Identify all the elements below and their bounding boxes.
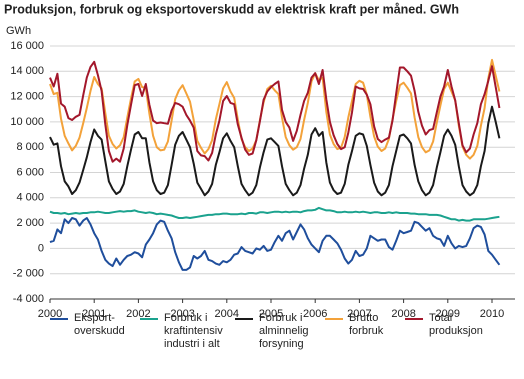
legend-swatch [235, 318, 253, 320]
y-tick-label: -2 000 [13, 268, 44, 280]
x-tick-label: 2004 [215, 308, 239, 320]
legend-swatch [140, 318, 158, 320]
x-tick-label: 2000 [38, 308, 62, 320]
legend-label: Total produksjon [429, 312, 483, 337]
x-tick-label: 2001 [82, 308, 106, 320]
legend-label: Forbruk i alminnelig forsyning [259, 312, 309, 350]
y-tick-label: 14 000 [10, 65, 44, 77]
y-tick-label: 6 000 [16, 166, 44, 178]
legend-swatch [405, 318, 423, 320]
x-tick-label: 2008 [391, 308, 415, 320]
x-tick-label: 2005 [259, 308, 283, 320]
x-tick-label: 2010 [480, 308, 504, 320]
legend-swatch [325, 318, 343, 320]
y-tick-label: 2 000 [16, 217, 44, 229]
x-tick-label: 2006 [303, 308, 327, 320]
x-tick-label: 2002 [126, 308, 150, 320]
legend-label: Eksport- overskudd [74, 312, 125, 337]
series-line [49, 58, 501, 160]
y-tick-label: 0 [38, 242, 44, 254]
chart-title: Produksjon, forbruk og eksportoverskudd … [4, 2, 459, 16]
series-line [49, 60, 501, 163]
legend-label: Brutto forbruk [349, 312, 384, 337]
y-tick-label: -4 000 [13, 293, 44, 305]
y-axis-label: GWh [6, 25, 31, 37]
series-line [49, 105, 501, 197]
y-tick-label: 8 000 [16, 141, 44, 153]
legend-swatch [50, 318, 68, 320]
y-tick-label: 10 000 [10, 116, 44, 128]
x-tick-label: 2007 [347, 308, 371, 320]
series-line [49, 217, 501, 271]
y-tick-label: 16 000 [10, 40, 44, 52]
legend-label: Forbruk i kraftintensiv industri i alt [164, 312, 223, 350]
y-tick-label: 4 000 [16, 192, 44, 204]
series-line [49, 206, 500, 222]
x-tick-label: 2009 [436, 308, 460, 320]
x-tick-label: 2003 [170, 308, 194, 320]
y-tick-label: 12 000 [10, 91, 44, 103]
